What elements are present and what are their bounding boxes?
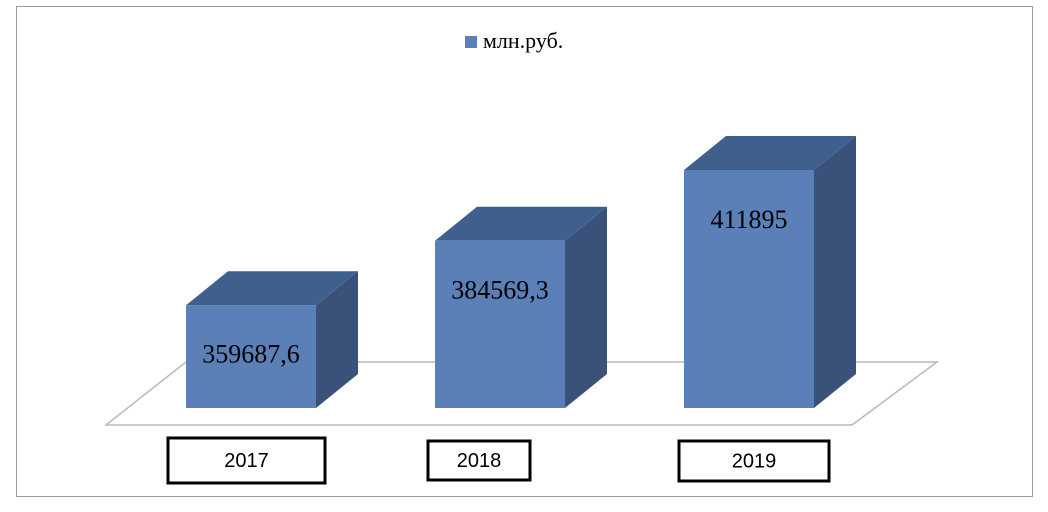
category-box: [166, 436, 327, 485]
bar-top: [684, 135, 856, 170]
x-tick-label: 2018: [457, 450, 502, 472]
legend-label: млн.руб.: [483, 28, 563, 53]
legend-swatch: [465, 36, 477, 48]
category-box: [426, 439, 532, 482]
bar: [435, 240, 565, 408]
category-box: [677, 439, 831, 483]
bar-top: [435, 206, 607, 241]
bar: [186, 305, 316, 408]
bar-side: [316, 271, 358, 408]
value-label: 359687,6: [202, 340, 300, 369]
x-tick-label: 2019: [732, 450, 777, 472]
bar-side: [814, 135, 856, 408]
bar-top: [186, 271, 358, 306]
bar: [684, 169, 814, 408]
value-label: 411895: [710, 205, 787, 234]
bar-side: [565, 206, 607, 408]
x-tick-label: 2017: [224, 450, 269, 472]
value-label: 384569,3: [451, 276, 549, 305]
